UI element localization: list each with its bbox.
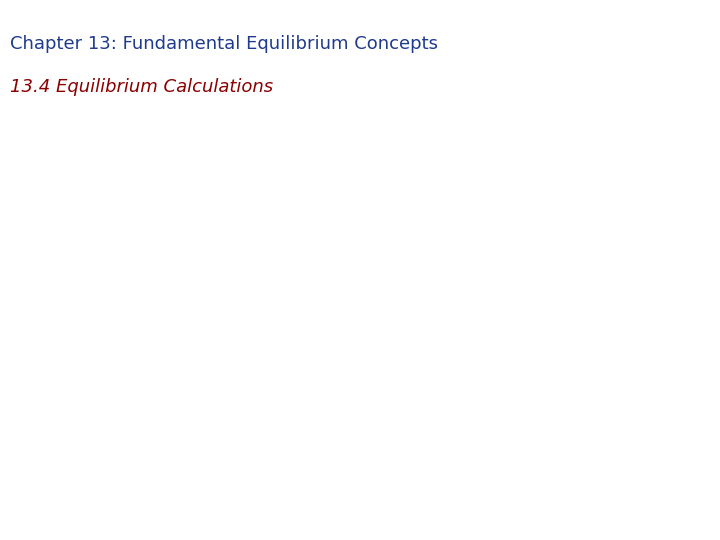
Text: Chapter 13: Fundamental Equilibrium Concepts: Chapter 13: Fundamental Equilibrium Conc… xyxy=(10,35,438,53)
Text: 13.4 Equilibrium Calculations: 13.4 Equilibrium Calculations xyxy=(10,78,273,96)
